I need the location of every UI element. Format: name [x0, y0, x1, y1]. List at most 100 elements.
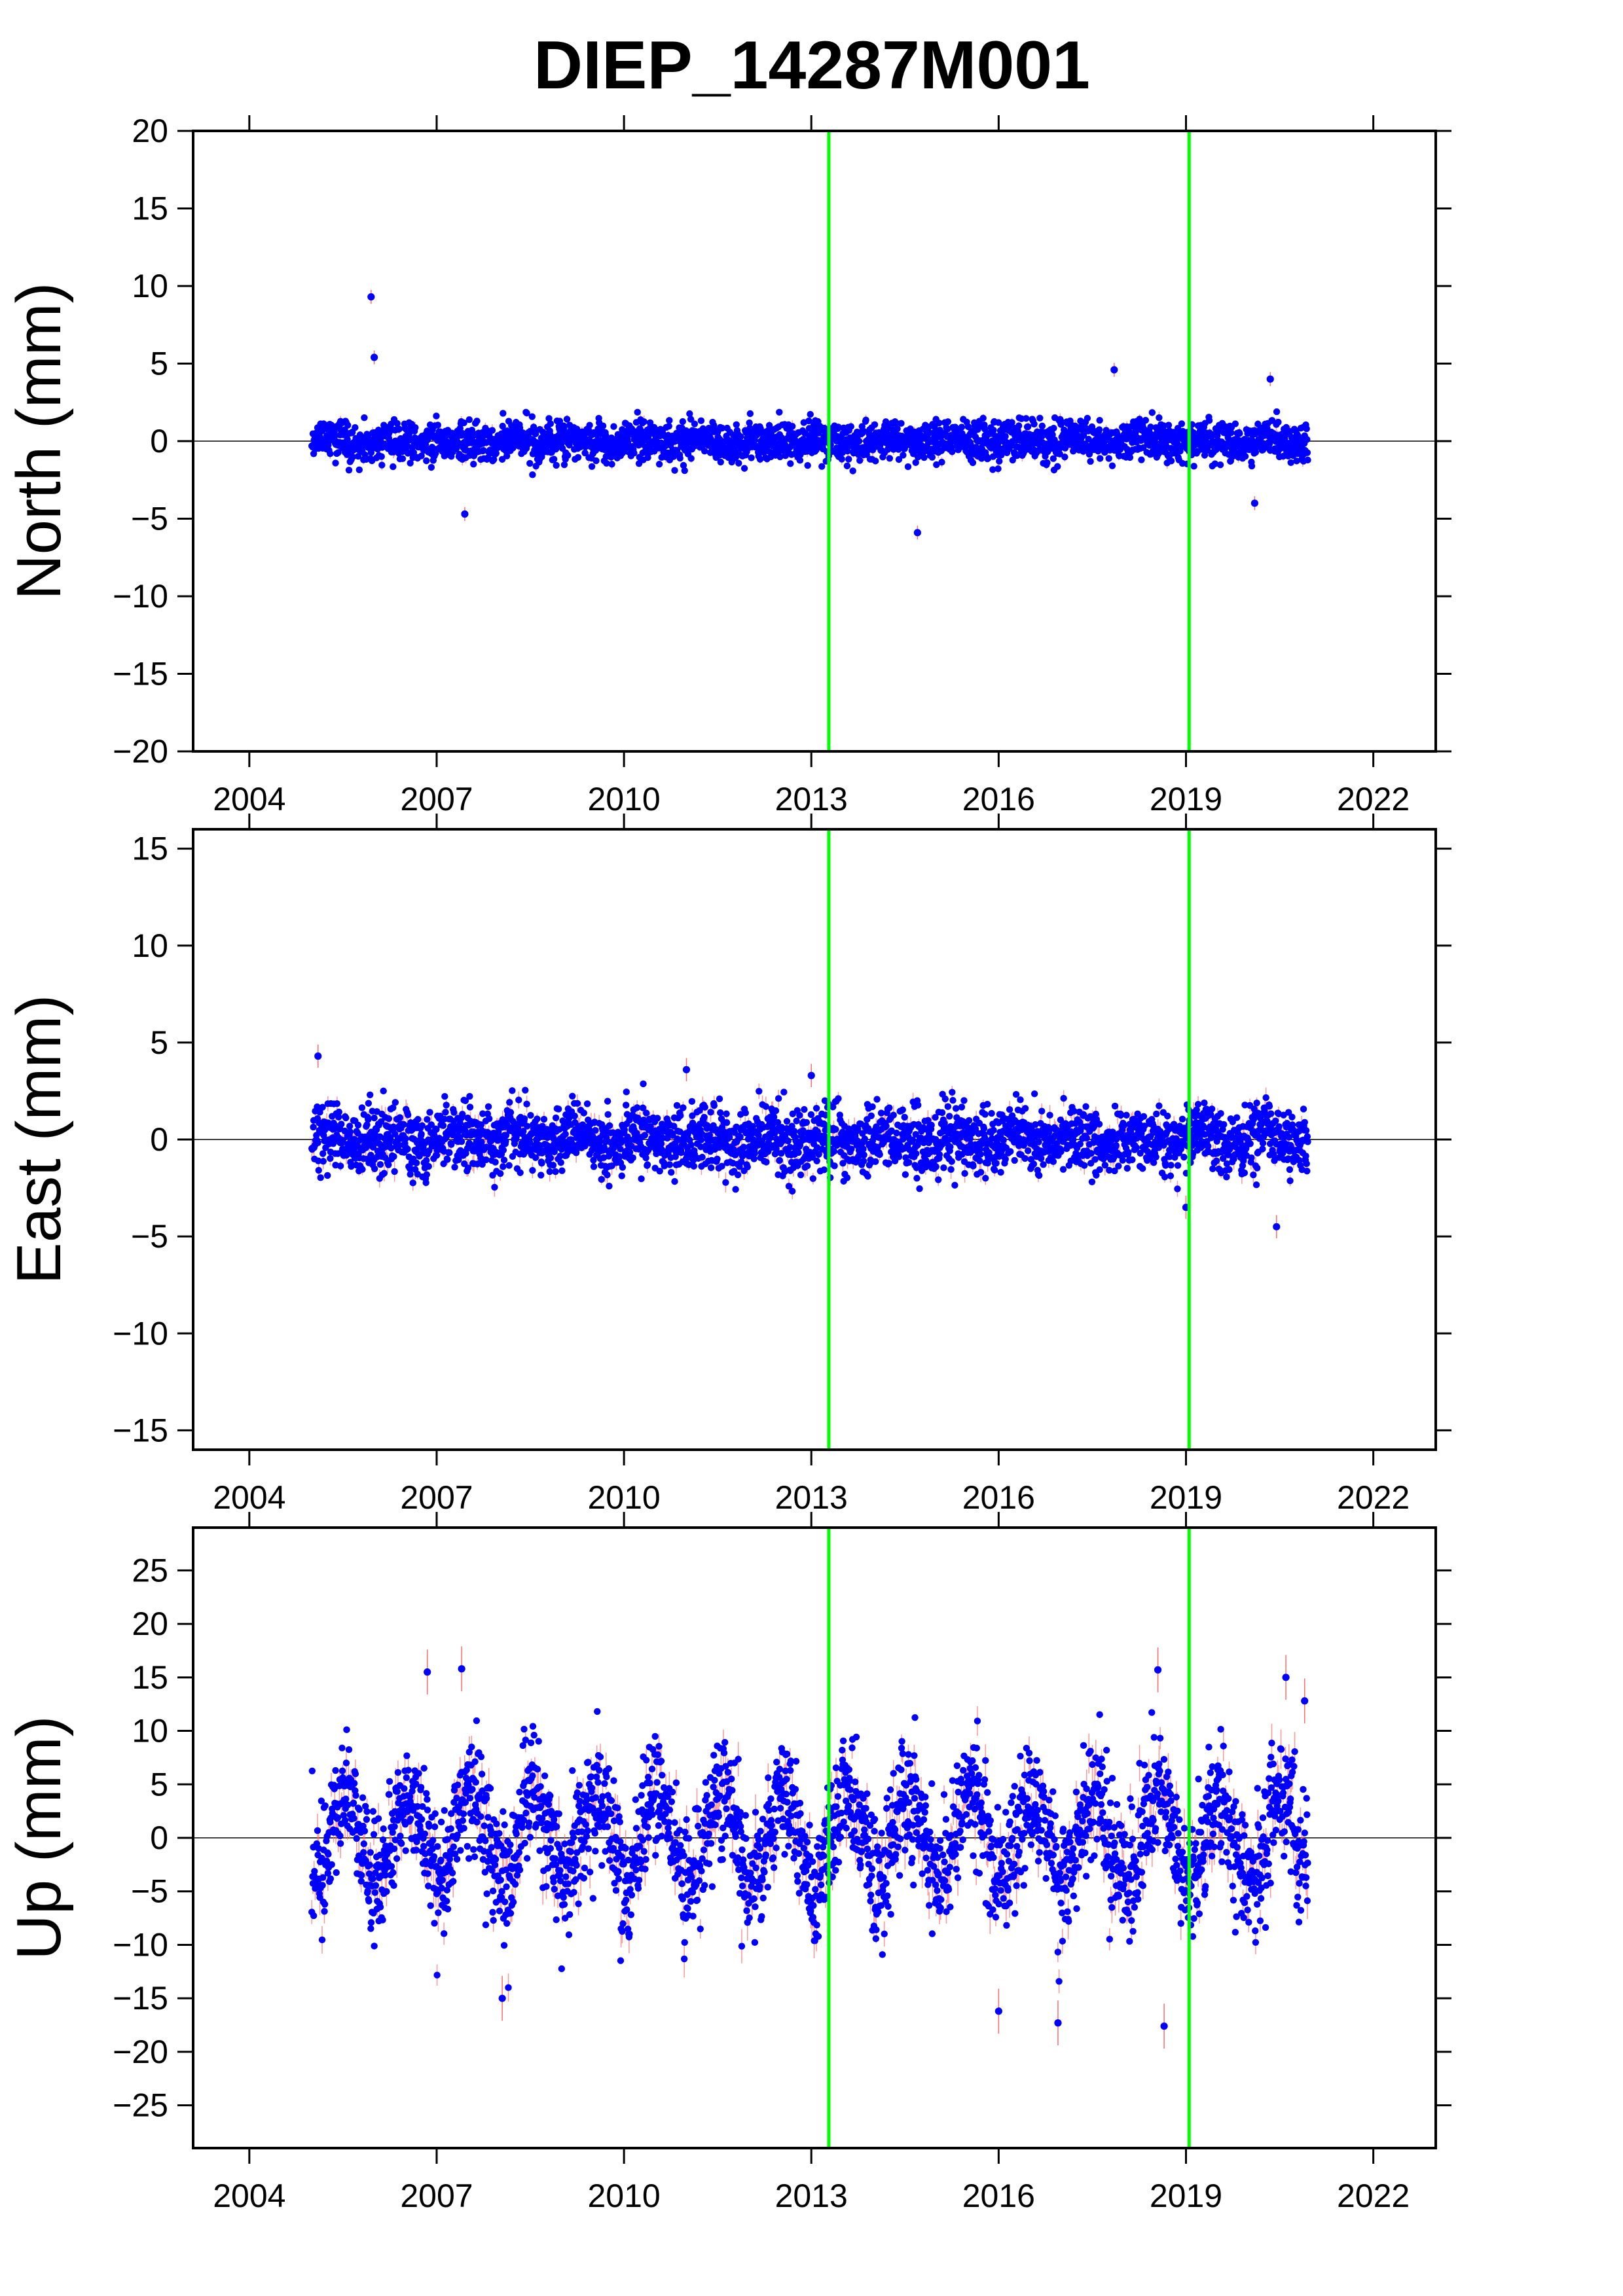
data-point: [391, 1168, 398, 1175]
data-point: [520, 1128, 527, 1135]
data-point: [676, 454, 684, 462]
data-point: [553, 461, 560, 469]
data-point: [491, 1183, 498, 1191]
x-tick-label: 2013: [775, 781, 848, 817]
data-point: [844, 447, 851, 455]
y-tick-label: 0: [150, 423, 168, 459]
data-point: [898, 420, 905, 427]
data-point: [1190, 463, 1197, 470]
data-point: [1030, 420, 1038, 428]
data-point: [333, 1100, 341, 1107]
data-point: [640, 418, 647, 425]
data-point: [1303, 425, 1310, 433]
data-point: [342, 1114, 350, 1122]
x-tick-label: 2019: [1150, 781, 1222, 817]
data-point: [385, 1161, 392, 1168]
data-point: [789, 423, 796, 430]
data-point: [560, 425, 568, 432]
data-point: [807, 410, 814, 418]
data-point: [423, 457, 430, 465]
data-point: [1268, 417, 1276, 424]
data-point: [593, 457, 600, 465]
data-point: [371, 1114, 378, 1122]
data-point: [1211, 460, 1219, 467]
data-point: [365, 1116, 372, 1123]
data-point: [466, 1092, 473, 1100]
data-point: [564, 452, 572, 459]
data-point: [1055, 445, 1063, 452]
data-point: [1002, 433, 1009, 440]
data-point: [479, 1110, 486, 1117]
data-point: [506, 1098, 513, 1106]
data-point: [588, 463, 596, 470]
data-point: [400, 1121, 407, 1128]
data-point: [402, 1135, 409, 1142]
data-point: [345, 467, 353, 474]
data-point: [1105, 455, 1112, 462]
data-point: [949, 448, 956, 456]
data-point: [581, 449, 589, 457]
data-point: [433, 1152, 441, 1159]
data-point: [352, 424, 359, 431]
data-point: [509, 1087, 516, 1094]
data-point: [933, 461, 940, 469]
data-point: [687, 416, 695, 423]
x-tick-label: 2016: [962, 781, 1035, 817]
data-point: [490, 456, 498, 463]
data-point: [1228, 429, 1235, 437]
data-point: [507, 1109, 515, 1116]
data-point: [433, 1126, 440, 1133]
data-point: [849, 467, 856, 475]
chart-title: DIEP_14287M001: [534, 27, 1090, 103]
data-point: [872, 457, 879, 465]
data-point: [483, 1156, 490, 1164]
data-point: [1061, 454, 1068, 461]
data-point: [1050, 425, 1057, 432]
data-point: [523, 1100, 530, 1108]
data-point: [996, 457, 1003, 465]
data-point: [550, 456, 558, 463]
data-point: [428, 1121, 435, 1128]
data-point: [496, 1170, 504, 1177]
data-point: [350, 1136, 358, 1143]
data-point: [776, 408, 783, 416]
data-point: [446, 1149, 453, 1157]
data-point: [729, 431, 737, 439]
data-point: [399, 455, 407, 463]
data-point: [776, 453, 784, 461]
data-point: [981, 425, 989, 433]
data-point: [443, 1102, 450, 1109]
data-point: [1304, 456, 1311, 464]
panel-north: −20 −15 −10 −5 0 5 10 15 20 2004 2007 2010 2013 2016 2…: [4, 113, 1451, 817]
data-point: [610, 423, 617, 430]
plot-area-east: [193, 1044, 1436, 1239]
data-point: [532, 430, 539, 438]
y-tick-label: −10: [113, 578, 168, 615]
data-point: [459, 1111, 466, 1118]
data-point: [756, 456, 764, 463]
data-point: [520, 1151, 528, 1158]
data-point: [1087, 457, 1094, 465]
data-point: [655, 461, 663, 468]
data-point: [503, 452, 511, 459]
data-point: [1126, 454, 1134, 461]
data-point: [1148, 409, 1156, 416]
data-point: [1160, 422, 1167, 429]
points-north: [308, 293, 1311, 537]
y-tick-label: −5: [131, 501, 168, 537]
data-point: [500, 1163, 507, 1170]
y-axis-label: North (mm): [4, 282, 74, 600]
data-point: [409, 1179, 416, 1187]
data-point: [505, 1162, 513, 1169]
data-point: [938, 458, 945, 466]
x-tick-label: 2022: [1337, 781, 1410, 817]
data-point: [327, 450, 334, 457]
data-point: [989, 466, 996, 473]
data-point: [687, 455, 695, 462]
data-point: [964, 423, 972, 431]
x-tick-label: 2004: [213, 781, 285, 817]
data-point: [718, 424, 726, 432]
data-point: [414, 1116, 422, 1123]
data-point: [1252, 448, 1260, 456]
data-point: [416, 1153, 423, 1160]
